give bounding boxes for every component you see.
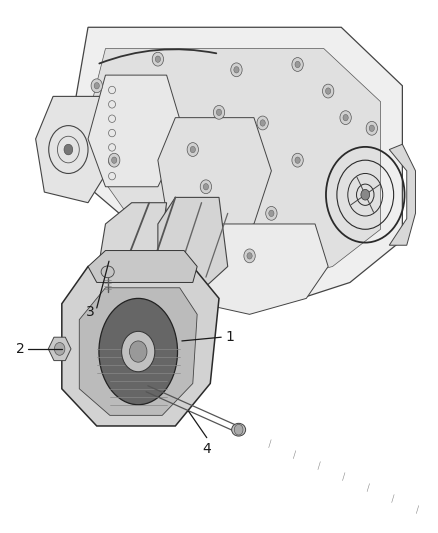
Circle shape xyxy=(64,144,73,155)
Circle shape xyxy=(200,180,212,193)
Circle shape xyxy=(257,116,268,130)
Circle shape xyxy=(216,109,222,116)
Circle shape xyxy=(94,83,99,89)
Circle shape xyxy=(112,157,117,164)
Circle shape xyxy=(190,147,195,153)
Circle shape xyxy=(369,125,374,132)
Text: 1: 1 xyxy=(226,330,234,344)
Polygon shape xyxy=(88,75,184,187)
Text: 3: 3 xyxy=(86,305,95,319)
Circle shape xyxy=(231,63,242,77)
Ellipse shape xyxy=(99,298,177,405)
Ellipse shape xyxy=(101,266,114,278)
Circle shape xyxy=(292,58,303,71)
Circle shape xyxy=(130,341,147,362)
Text: 4: 4 xyxy=(202,442,211,456)
Polygon shape xyxy=(62,266,219,426)
Circle shape xyxy=(152,52,163,66)
Circle shape xyxy=(91,79,102,93)
Circle shape xyxy=(260,120,265,126)
Polygon shape xyxy=(48,337,71,361)
Polygon shape xyxy=(158,197,228,298)
Polygon shape xyxy=(97,203,166,288)
Text: 2: 2 xyxy=(16,342,25,356)
Circle shape xyxy=(213,106,225,119)
Circle shape xyxy=(244,249,255,263)
Circle shape xyxy=(203,183,208,190)
Circle shape xyxy=(361,189,370,200)
Circle shape xyxy=(234,67,239,73)
Polygon shape xyxy=(88,49,381,288)
Circle shape xyxy=(234,424,243,435)
Circle shape xyxy=(295,61,300,68)
Circle shape xyxy=(155,56,160,62)
Circle shape xyxy=(187,143,198,157)
Polygon shape xyxy=(158,118,272,240)
Circle shape xyxy=(109,154,120,167)
Circle shape xyxy=(343,115,348,121)
Polygon shape xyxy=(71,27,403,309)
Circle shape xyxy=(54,343,65,356)
Circle shape xyxy=(122,332,155,372)
Circle shape xyxy=(269,210,274,216)
Polygon shape xyxy=(88,251,197,282)
Circle shape xyxy=(325,88,331,94)
Polygon shape xyxy=(35,96,114,203)
Polygon shape xyxy=(389,144,416,245)
Circle shape xyxy=(295,157,300,164)
Polygon shape xyxy=(158,224,328,314)
Circle shape xyxy=(292,154,303,167)
Polygon shape xyxy=(79,288,197,415)
Circle shape xyxy=(247,253,252,259)
Circle shape xyxy=(322,84,334,98)
Circle shape xyxy=(266,206,277,220)
Circle shape xyxy=(366,122,378,135)
Ellipse shape xyxy=(232,423,246,436)
Circle shape xyxy=(340,111,351,125)
